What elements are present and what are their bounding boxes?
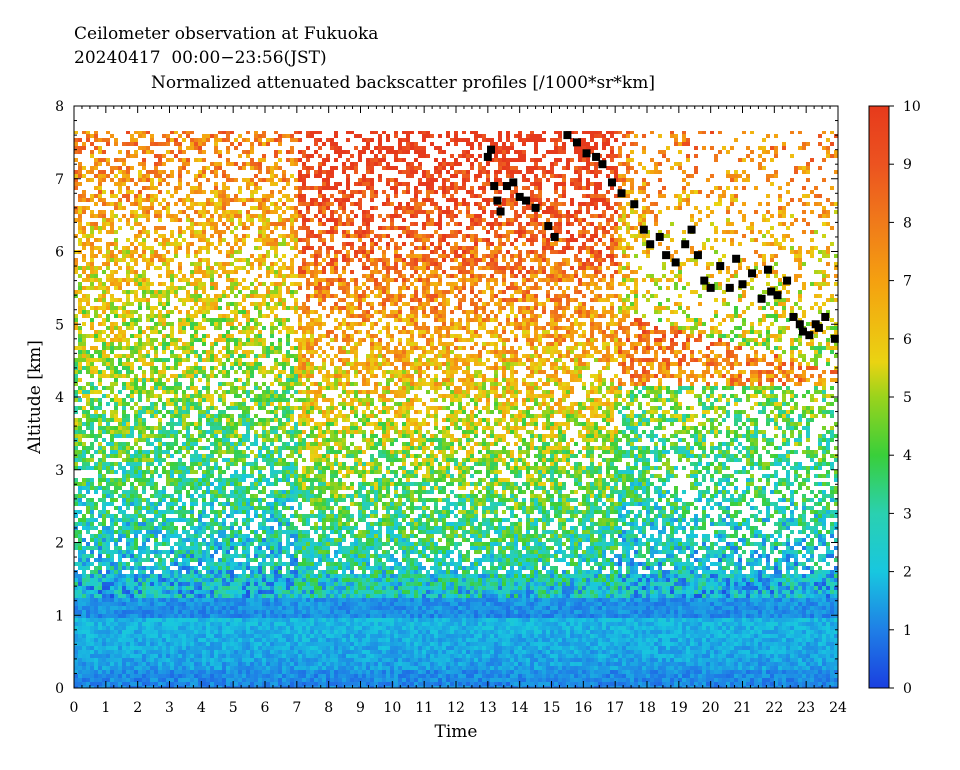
x-axis-label: Time [435, 722, 478, 742]
colorbar-tick-label: 10 [903, 99, 921, 115]
cloud-base-marker [583, 149, 591, 157]
x-tick-label: 6 [261, 700, 270, 716]
x-tick-label: 17 [606, 700, 624, 716]
colorbar-tick-label: 2 [903, 565, 912, 581]
y-axis-label: Altitude [km] [25, 340, 45, 455]
cloud-base-marker [739, 280, 747, 288]
cloud-base-marker [748, 269, 756, 277]
y-tick-label: 1 [55, 608, 64, 624]
x-tick-label: 18 [638, 700, 656, 716]
cloud-base-marker [592, 153, 600, 161]
x-tick-label: 22 [765, 700, 783, 716]
x-tick-label: 23 [797, 700, 815, 716]
x-tick-label: 15 [543, 700, 561, 716]
x-tick-label: 1 [101, 700, 110, 716]
colorbar-tick-label: 8 [903, 215, 912, 231]
colorbar-tick-label: 9 [903, 157, 912, 173]
y-tick-label: 2 [55, 536, 64, 552]
cloud-base-marker [700, 277, 708, 285]
cloud-base-marker [726, 284, 734, 292]
cloud-base-marker [694, 251, 702, 259]
colorbar-tick-label: 4 [903, 448, 912, 464]
cloud-base-marker [493, 197, 501, 205]
heatmap-field [74, 130, 838, 690]
cloud-base-marker [821, 313, 829, 321]
x-tick-label: 5 [229, 700, 238, 716]
y-tick-label: 8 [55, 99, 64, 115]
cloud-base-marker [551, 233, 559, 241]
colorbar-tick-label: 0 [903, 681, 912, 697]
x-tick-label: 7 [292, 700, 301, 716]
x-tick-label: 24 [829, 700, 847, 716]
cloud-base-marker [509, 178, 517, 186]
x-tick-label: 8 [324, 700, 333, 716]
x-tick-label: 21 [734, 700, 752, 716]
cloud-base-marker [544, 222, 552, 230]
x-tick-label: 16 [574, 700, 592, 716]
x-tick-label: 12 [447, 700, 465, 716]
cloud-base-marker [812, 320, 820, 328]
cloud-base-marker [799, 328, 807, 336]
x-tick-label: 2 [133, 700, 142, 716]
cloud-base-marker [681, 240, 689, 248]
cloud-base-marker [767, 288, 775, 296]
cloud-base-marker [618, 189, 626, 197]
cloud-base-marker [716, 262, 724, 270]
y-tick-label: 6 [55, 245, 64, 261]
cloud-base-marker [656, 233, 664, 241]
cloud-base-marker [732, 255, 740, 263]
cloud-base-marker [630, 200, 638, 208]
x-tick-label: 11 [415, 700, 433, 716]
cloud-base-marker [789, 313, 797, 321]
cloud-base-marker [783, 277, 791, 285]
cloud-base-marker [758, 295, 766, 303]
cloud-base-marker [764, 266, 772, 274]
cloud-base-marker [497, 207, 505, 215]
colorbar [869, 106, 889, 688]
x-tick-label: 4 [197, 700, 206, 716]
y-tick-label: 3 [55, 463, 64, 479]
cloud-base-marker [487, 146, 495, 154]
cloud-base-marker [522, 197, 530, 205]
cloud-base-marker [598, 160, 606, 168]
x-tick-label: 3 [165, 700, 174, 716]
cloud-base-marker [573, 138, 581, 146]
cloud-base-marker [672, 258, 680, 266]
colorbar-tick-label: 6 [903, 332, 912, 348]
y-tick-label: 0 [55, 681, 64, 697]
x-tick-label: 19 [670, 700, 688, 716]
x-tick-label: 20 [702, 700, 720, 716]
x-tick-label: 9 [356, 700, 365, 716]
y-tick-label: 4 [55, 390, 64, 406]
x-tick-label: 13 [479, 700, 497, 716]
x-tick-label: 10 [383, 700, 401, 716]
cloud-base-marker [608, 178, 616, 186]
colorbar-axis: 0 1 2 3 4 5 6 7 8 9 10 [889, 99, 921, 697]
cloud-base-marker [796, 320, 804, 328]
cloud-base-marker [563, 131, 571, 139]
cloud-base-marker [707, 284, 715, 292]
x-tick-label: 14 [511, 700, 529, 716]
y-tick-label: 7 [55, 172, 64, 188]
colorbar-tick-label: 3 [903, 506, 912, 522]
cloud-base-marker [490, 182, 498, 190]
y-tick-label: 5 [55, 317, 64, 333]
cloud-base-marker [688, 226, 696, 234]
cloud-base-marker [640, 226, 648, 234]
cloud-base-marker [662, 251, 670, 259]
x-tick-label: 0 [70, 700, 79, 716]
cloud-base-marker [646, 240, 654, 248]
cloud-base-marker [532, 204, 540, 212]
colorbar-tick-label: 5 [903, 390, 912, 406]
cloud-base-marker [484, 153, 492, 161]
colorbar-tick-label: 7 [903, 274, 912, 290]
colorbar-tick-label: 1 [903, 623, 912, 639]
